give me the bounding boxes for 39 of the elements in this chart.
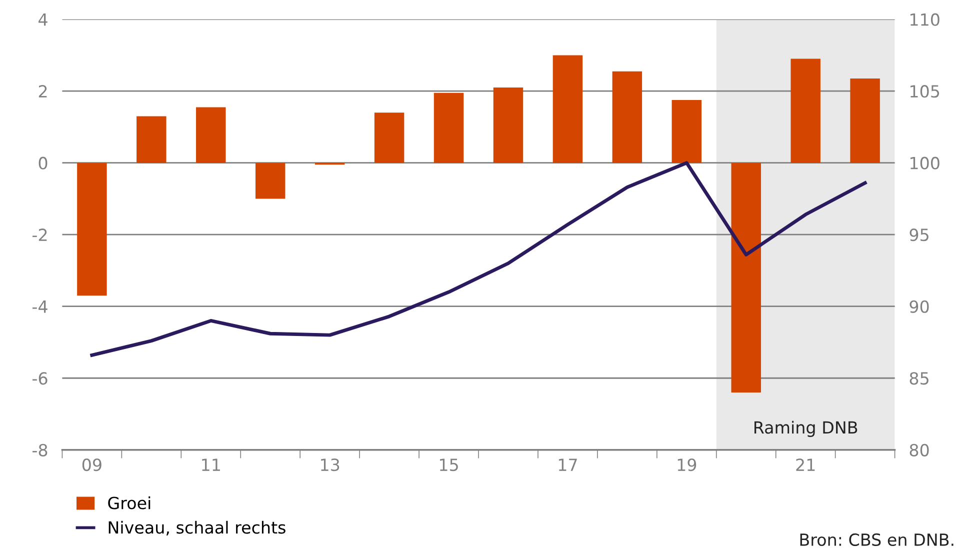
band-label: Raming DNB — [754, 420, 858, 437]
y-tick-label: 4 — [38, 14, 48, 26]
legend-label: Groei — [108, 496, 150, 510]
bar — [493, 87, 524, 163]
bar — [255, 162, 286, 199]
bar — [77, 162, 107, 296]
y2-tick-label: 100 — [910, 156, 940, 170]
bar — [434, 92, 464, 163]
line-series — [90, 161, 867, 357]
y-tick-label: -6 — [32, 372, 48, 385]
y2-tick-label: 95 — [910, 228, 928, 242]
x-tick-label: 15 — [440, 458, 458, 472]
y2-tick-label: 90 — [910, 300, 929, 313]
bar — [672, 100, 702, 163]
y2-tick-label: 80 — [910, 444, 929, 456]
x-tick-label: 17 — [558, 458, 577, 471]
bar — [612, 71, 642, 163]
bar — [374, 112, 404, 163]
text: Bron: CBS en DNB. — [800, 533, 954, 546]
y-tick-label: 2 — [38, 85, 47, 98]
y2-tick-label: 105 — [910, 85, 940, 98]
x-tick-label: 13 — [321, 458, 340, 472]
bar — [790, 58, 820, 163]
x-tick-label: 11 — [202, 458, 220, 471]
bar — [850, 78, 880, 163]
x-tick-label: 09 — [82, 458, 102, 472]
y2-tick-label: 110 — [910, 13, 940, 26]
x-tick-label: 21 — [796, 458, 815, 471]
x-tick-label: 19 — [678, 458, 696, 472]
bar — [136, 116, 166, 163]
bar — [731, 162, 761, 392]
y2-tick-label: 85 — [910, 372, 928, 385]
y-tick-label: -8 — [32, 444, 48, 456]
bar — [552, 55, 583, 163]
y-tick-label: 0 — [38, 156, 48, 170]
legend-label: Niveau, schaal rechts — [108, 520, 286, 536]
y-tick-label: -4 — [32, 300, 48, 313]
bar — [196, 107, 226, 163]
y-tick-label: -2 — [32, 228, 47, 241]
